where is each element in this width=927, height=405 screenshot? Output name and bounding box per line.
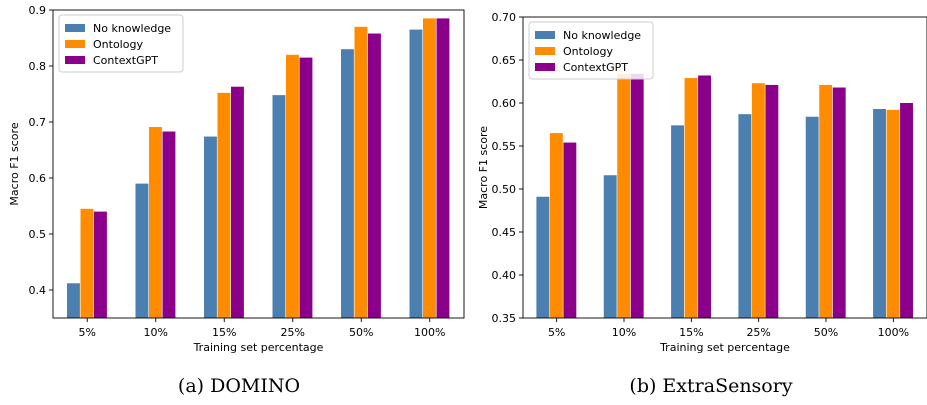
x-tick-label: 100%	[878, 326, 909, 339]
x-tick-label: 50%	[349, 326, 373, 339]
y-tick-label: 0.40	[492, 269, 517, 282]
bar-contextgpt-10pct	[162, 131, 176, 318]
bar-contextgpt-5pct	[563, 142, 577, 318]
x-axis-label: Training set percentage	[659, 341, 790, 354]
x-tick-label: 50%	[814, 326, 838, 339]
legend-label: Ontology	[563, 45, 613, 58]
legend-swatch	[535, 31, 555, 39]
bar-no-knowledge-100pct	[873, 109, 886, 319]
y-tick-label: 0.35	[492, 312, 517, 325]
y-tick-label: 0.70	[492, 11, 517, 24]
bar-no-knowledge-10pct	[603, 175, 617, 318]
y-tick-label: 0.4	[29, 284, 47, 297]
domino-chart: 0.4 0.5 0.6 0.7 0.8 0.9 5% 10% 15% 25% 50% 100% Trai…	[8, 4, 465, 397]
subcaption: (b) ExtraSensory	[629, 375, 792, 397]
bar-contextgpt-50pct	[832, 87, 846, 319]
bar-contextgpt-50pct	[368, 33, 381, 319]
bar-no-knowledge-50pct	[341, 49, 354, 318]
bar-no-knowledge-10pct	[135, 183, 149, 318]
x-axis-label: Training set percentage	[193, 341, 324, 354]
x-tick-label: 5%	[79, 326, 96, 339]
x-tick-label: 15%	[679, 326, 703, 339]
y-tick-label: 0.9	[29, 4, 47, 17]
bar-ontology-15pct	[684, 78, 698, 318]
x-tick-label: 25%	[746, 326, 770, 339]
bar-contextgpt-100pct	[900, 103, 913, 318]
bar-no-knowledge-15pct	[204, 136, 217, 318]
y-tick-label: 0.50	[492, 183, 517, 196]
y-axis-label: Macro F1 score	[477, 126, 490, 209]
bar-ontology-100pct	[423, 18, 436, 319]
bar-ontology-15pct	[217, 92, 231, 318]
bar-no-knowledge-50pct	[805, 116, 819, 318]
legend-label: No knowledge	[563, 29, 641, 42]
bar-ontology-5pct	[80, 208, 94, 318]
legend-label: Ontology	[93, 38, 143, 51]
x-tick-label: 100%	[414, 326, 445, 339]
legend-box	[58, 14, 184, 73]
bar-ontology-25pct	[751, 83, 765, 318]
bar-ontology-10pct	[617, 73, 631, 318]
legend: No knowledge Ontology ContextGPT	[58, 14, 184, 73]
bar-ontology-10pct	[149, 127, 162, 318]
bar-no-knowledge-25pct	[272, 95, 286, 319]
legend-label: ContextGPT	[563, 61, 628, 74]
plot-frame	[522, 16, 927, 319]
bar-ontology-25pct	[286, 54, 299, 319]
bar-contextgpt-25pct	[299, 57, 313, 318]
legend-swatch	[535, 47, 555, 55]
bar-no-knowledge-100pct	[409, 29, 423, 318]
bar-no-knowledge-25pct	[738, 114, 752, 319]
y-tick-label: 0.8	[29, 60, 47, 73]
bar-ontology-5pct	[549, 133, 563, 318]
y-tick-label: 0.65	[492, 54, 517, 67]
legend-label: No knowledge	[93, 22, 171, 35]
legend-swatch	[65, 24, 85, 32]
y-tick-label: 0.60	[492, 97, 517, 110]
bar-no-knowledge-5pct	[67, 283, 80, 318]
legend-swatch	[65, 56, 85, 64]
bar-contextgpt-15pct	[231, 86, 244, 318]
bar-contextgpt-5pct	[94, 211, 107, 318]
bar-ontology-50pct	[354, 26, 368, 319]
bar-contextgpt-25pct	[765, 84, 779, 318]
y-axis-label: Macro F1 score	[8, 122, 21, 205]
extrasensory-chart: 0.35 0.40 0.45 0.50 0.55 0.60 0.65 0.70 5% 10% 15%…	[477, 11, 927, 397]
y-tick-label: 0.7	[29, 116, 47, 129]
legend-swatch	[535, 63, 555, 71]
x-tick-label: 25%	[281, 326, 305, 339]
y-tick-label: 0.6	[29, 172, 47, 185]
subcaption: (a) DOMINO	[178, 375, 300, 397]
x-tick-label: 5%	[548, 326, 565, 339]
y-tick-label: 0.5	[29, 228, 47, 241]
bar-ontology-50pct	[819, 84, 833, 318]
bar-contextgpt-10pct	[630, 73, 644, 318]
x-tick-label: 10%	[612, 326, 636, 339]
legend-label: ContextGPT	[93, 54, 158, 67]
x-tick-label: 15%	[212, 326, 236, 339]
y-tick-label: 0.45	[492, 226, 517, 239]
y-tick-label: 0.55	[492, 140, 517, 153]
bar-ontology-100pct	[886, 109, 900, 318]
bar-contextgpt-100pct	[436, 18, 450, 319]
x-tick-label: 10%	[144, 326, 168, 339]
bar-no-knowledge-15pct	[671, 125, 684, 318]
bar-contextgpt-15pct	[698, 75, 711, 318]
bar-no-knowledge-5pct	[536, 196, 550, 318]
legend-swatch	[65, 40, 85, 48]
plot-frame	[52, 9, 465, 319]
legend: No knowledge Ontology ContextGPT	[528, 21, 654, 80]
legend-box	[528, 21, 654, 80]
